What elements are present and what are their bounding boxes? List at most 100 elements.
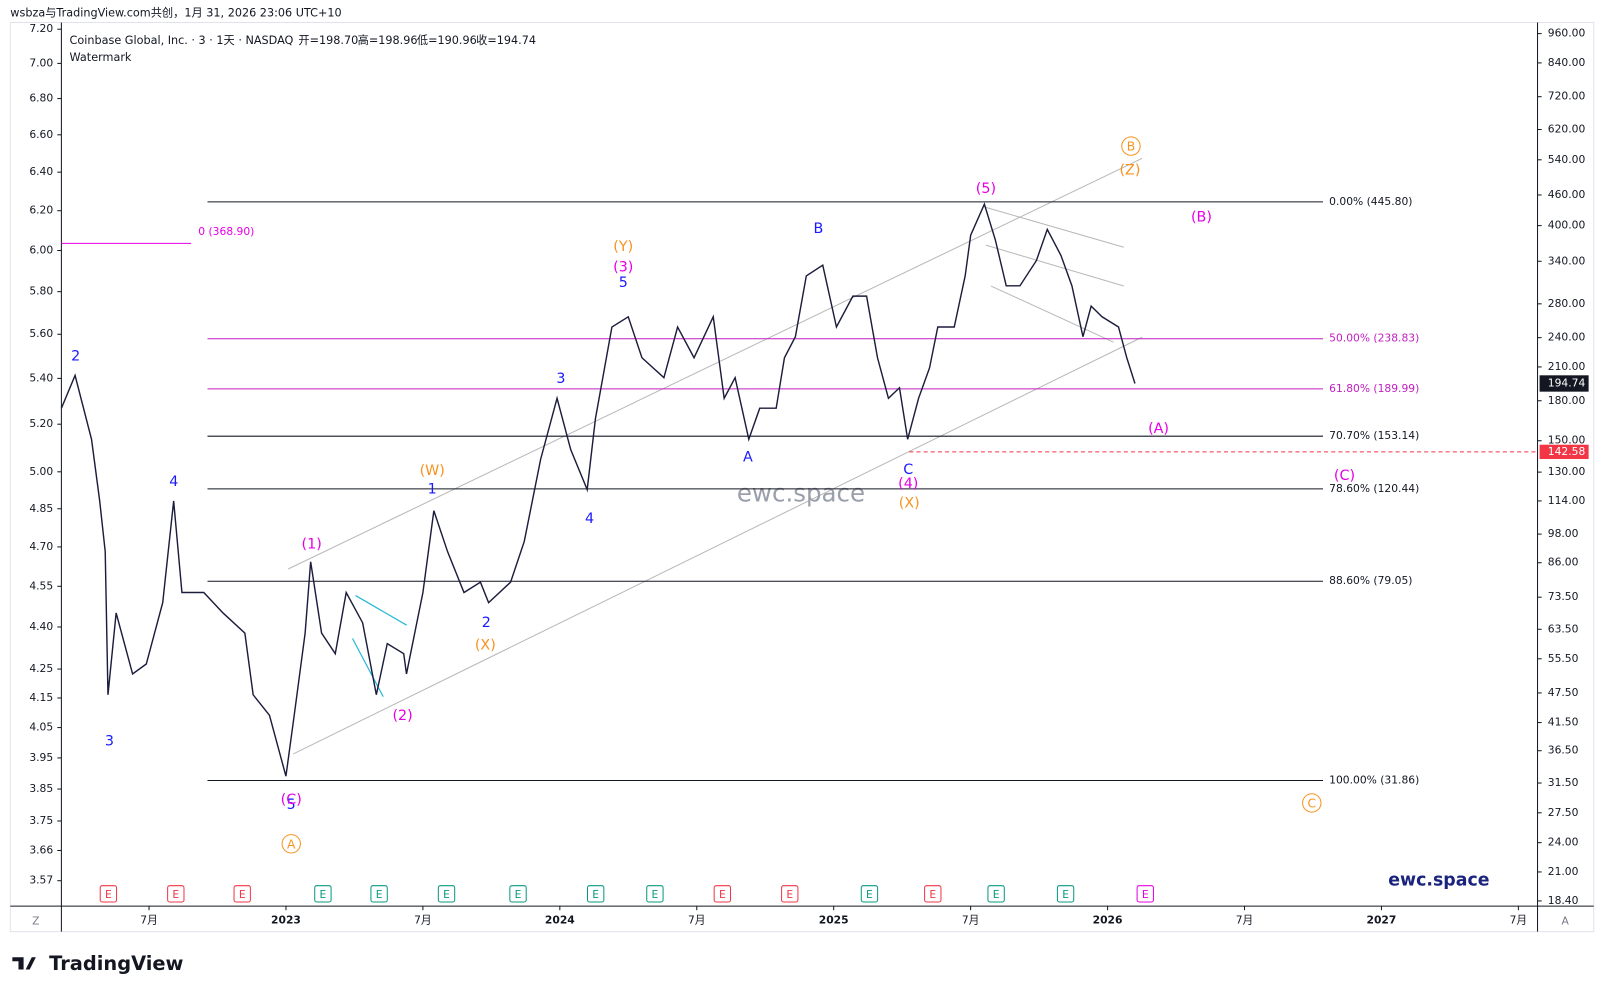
earnings-label: E	[172, 888, 179, 901]
y-tick-label: 63.50	[1548, 622, 1579, 635]
y2-tick-label: 3.75	[29, 814, 53, 827]
alert-box	[1539, 444, 1589, 460]
fib-label: 78.60% (120.44)	[1329, 482, 1419, 495]
y-tick-label: 98.00	[1548, 527, 1579, 540]
y2-tick-label: 4.55	[29, 579, 53, 592]
wave-label: 1	[428, 481, 437, 497]
earnings-label: E	[719, 888, 726, 901]
wave-label: (X)	[899, 496, 920, 512]
y-tick-label: 130.00	[1548, 465, 1586, 478]
wave-label: C	[903, 462, 913, 478]
wave-label: 5	[287, 797, 296, 813]
watermark-label: Watermark	[70, 51, 132, 64]
y-tick-label: 24.00	[1548, 836, 1579, 849]
fib-label: 61.80% (189.99)	[1329, 382, 1419, 395]
earnings-label: E	[239, 888, 246, 901]
x-tick-label: 2025	[819, 913, 849, 926]
y-tick-label: 400.00	[1548, 219, 1586, 232]
wave-label: 4	[585, 511, 594, 527]
y2-tick-label: 6.40	[29, 165, 53, 178]
fib-start-label: 0 (368.90)	[198, 225, 254, 238]
price-label: 194.74	[1548, 376, 1586, 389]
price-box	[1539, 375, 1589, 392]
y-tick-label: 460.00	[1548, 188, 1586, 201]
earnings-marker	[713, 885, 732, 903]
fib-label: 70.70% (153.14)	[1329, 429, 1419, 442]
fib-label: 50.00% (238.83)	[1329, 332, 1419, 345]
y2-tick-label: 6.20	[29, 204, 53, 217]
earnings-marker	[1056, 885, 1075, 903]
y2-tick-label: 6.60	[29, 128, 53, 141]
wave-label: (X)	[475, 638, 496, 654]
wave-label: (Z)	[1119, 163, 1140, 179]
earnings-marker	[1136, 885, 1154, 903]
wave-label: (2)	[392, 708, 412, 724]
x-tick-label: 7月	[140, 913, 158, 926]
y2-tick-label: 7.00	[29, 56, 53, 69]
y2-tick-label: 3.57	[29, 874, 53, 887]
y2-tick-label: 4.15	[29, 691, 53, 704]
earnings-marker	[509, 885, 527, 903]
brand-watermark: ewc.space	[737, 478, 865, 507]
wave-label: (4)	[898, 476, 918, 492]
y-tick-label: 114.00	[1548, 494, 1586, 507]
wave-label: (3)	[613, 260, 633, 276]
wave-label: (A)	[1148, 421, 1169, 437]
earnings-label: E	[376, 888, 383, 901]
byline: wsbza与TradingView.com共创，1月 31, 2026 23:0…	[10, 6, 341, 19]
earnings-marker	[586, 885, 605, 903]
wave-label: (W)	[420, 463, 445, 479]
ohlc-high: 高=198.96	[358, 33, 418, 47]
wave-label: 3	[105, 734, 114, 750]
symbol: Coinbase Global, Inc. · 3 · 1天 · NASDAQ	[70, 34, 294, 47]
y-tick-label: 150.00	[1548, 434, 1586, 447]
corner-z: Z	[32, 914, 39, 927]
y-tick-label: 41.50	[1548, 716, 1579, 729]
y-tick-label: 210.00	[1548, 360, 1586, 373]
y2-tick-label: 7.20	[29, 22, 53, 35]
wave-label: (C)	[1334, 468, 1355, 484]
y2-tick-label: 3.66	[29, 843, 53, 856]
x-tick-label: 2024	[545, 913, 575, 926]
earnings-marker	[233, 885, 251, 903]
earnings-label: E	[320, 888, 327, 901]
earnings-marker	[987, 885, 1005, 903]
y-tick-label: 180.00	[1548, 394, 1586, 407]
y-tick-label: 18.40	[1548, 894, 1579, 907]
y2-tick-label: 5.40	[29, 371, 53, 384]
wave-label: 3	[556, 371, 565, 387]
logo-text: TradingView	[49, 952, 183, 975]
y2-tick-label: 6.80	[29, 92, 53, 105]
y2-tick-label: 5.60	[29, 327, 53, 340]
y-tick-label: 720.00	[1548, 90, 1586, 103]
y-tick-label: 47.50	[1548, 686, 1579, 699]
y2-tick-label: 5.00	[29, 465, 53, 478]
earnings-marker	[99, 885, 118, 903]
alert-label: 142.58	[1548, 445, 1586, 458]
y-tick-label: 620.00	[1548, 123, 1586, 136]
y2-tick-label: 4.05	[29, 721, 53, 734]
earnings-label: E	[592, 888, 599, 901]
wave-label: B	[1127, 140, 1135, 154]
earnings-label: E	[1142, 888, 1149, 901]
y2-tick-label: 4.70	[29, 540, 53, 553]
y2-tick-label: 5.80	[29, 285, 53, 298]
y2-tick-label: 4.40	[29, 620, 53, 633]
fib-label: 100.00% (31.86)	[1329, 774, 1419, 787]
y-tick-label: 280.00	[1548, 297, 1586, 310]
x-tick-label: 7月	[414, 913, 432, 926]
channel-lines	[287, 157, 1143, 755]
y-tick-label: 31.50	[1548, 776, 1579, 789]
y-tick-label: 36.50	[1548, 744, 1579, 757]
earnings-label: E	[1062, 888, 1069, 901]
fib-label: 88.60% (79.05)	[1329, 574, 1412, 587]
x-tick-label: 7月	[1510, 913, 1528, 926]
y-tick-label: 21.00	[1548, 865, 1579, 878]
earnings-label: E	[652, 888, 659, 901]
wave-label: (B)	[1191, 210, 1212, 226]
x-tick-label: 7月	[962, 913, 980, 926]
x-tick-label: 7月	[688, 913, 706, 926]
wave-label: (C)	[281, 792, 302, 808]
earnings-label: E	[993, 888, 1000, 901]
